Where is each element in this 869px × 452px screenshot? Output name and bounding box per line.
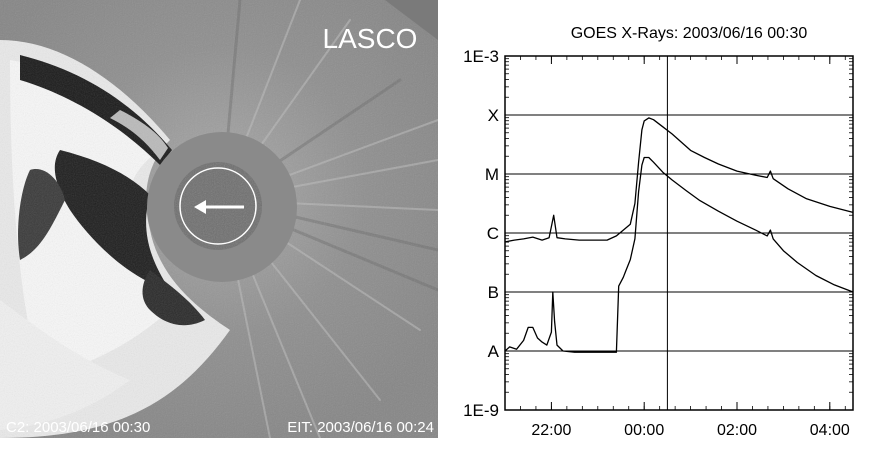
solar-limb-circle <box>179 167 257 245</box>
x-tick-label: 02:00 <box>717 422 757 439</box>
flux-series-1 <box>504 117 854 243</box>
arrow-left-icon <box>194 200 244 214</box>
x-tick-label: 22:00 <box>531 422 571 439</box>
y-tick-label: C <box>487 224 499 243</box>
y-tick-label: 1E-3 <box>463 47 499 66</box>
coronagraph-svg: LASCO C2: 2003/06/16 00:30 EIT: 2003/06/… <box>0 0 438 438</box>
flux-series-2 <box>504 156 854 353</box>
x-tick-label: 04:00 <box>810 422 850 439</box>
lasco-label: LASCO <box>323 23 418 54</box>
chart-title: GOES X-Rays: 2003/06/16 00:30 <box>571 25 808 42</box>
c2-timestamp: C2: 2003/06/16 00:30 <box>6 419 150 436</box>
lasco-c2-image: LASCO C2: 2003/06/16 00:30 EIT: 2003/06/… <box>0 0 438 438</box>
y-tick-label: 1E-9 <box>463 401 499 420</box>
y-tick-label: X <box>488 106 499 125</box>
y-tick-label: M <box>485 165 499 184</box>
chart-svg: GOES X-Rays: 2003/06/16 00:30 1E-3 X M C B A 1… <box>463 25 854 439</box>
y-tick-label: B <box>488 283 499 302</box>
goes-xray-chart: GOES X-Rays: 2003/06/16 00:30 1E-3 X M C B A 1… <box>438 0 869 447</box>
eit-timestamp: EIT: 2003/06/16 00:24 <box>287 419 434 436</box>
occulter-disk <box>147 132 297 282</box>
y-tick-label: A <box>488 342 500 361</box>
x-tick-label: 00:00 <box>624 422 664 439</box>
